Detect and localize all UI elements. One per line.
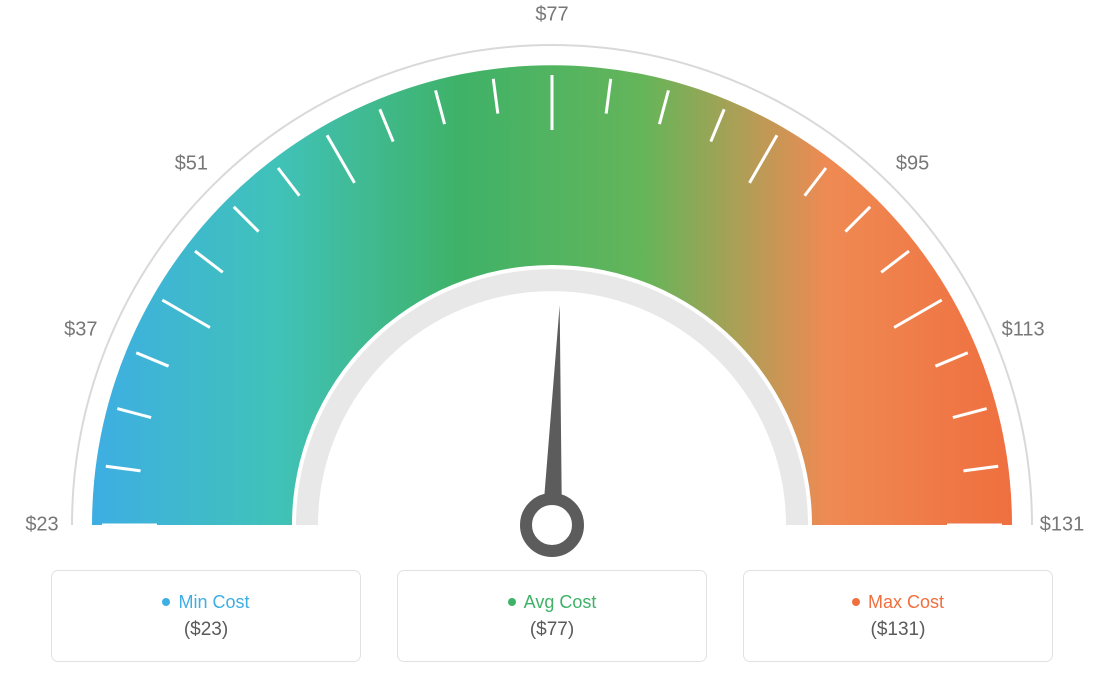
legend-min-top: Min Cost (162, 592, 249, 613)
gauge-tick-label: $37 (64, 318, 97, 341)
legend-row: Min Cost ($23) Avg Cost ($77) Max Cost (… (0, 570, 1104, 662)
gauge-svg (0, 0, 1104, 560)
gauge-tick-label: $95 (896, 153, 929, 176)
gauge-tick-label: $77 (535, 4, 568, 27)
legend-avg-label: Avg Cost (524, 592, 597, 613)
cost-gauge-chart: $23 $37 $51 $77 $95 $113 $131 (0, 0, 1104, 560)
legend-dot-avg (508, 598, 516, 606)
gauge-tick-label: $113 (1002, 318, 1045, 341)
legend-min-value: ($23) (184, 619, 228, 641)
legend-max-label: Max Cost (868, 592, 944, 613)
legend-card-max: Max Cost ($131) (743, 570, 1053, 662)
legend-max-top: Max Cost (852, 592, 944, 613)
gauge-tick-label: $51 (175, 153, 208, 176)
legend-card-min: Min Cost ($23) (51, 570, 361, 662)
legend-min-label: Min Cost (178, 592, 249, 613)
legend-max-value: ($131) (871, 619, 926, 641)
legend-dot-max (852, 598, 860, 606)
legend-avg-top: Avg Cost (508, 592, 597, 613)
legend-dot-min (162, 598, 170, 606)
gauge-tick-label: $131 (1040, 514, 1085, 537)
legend-card-avg: Avg Cost ($77) (397, 570, 707, 662)
gauge-tick-label: $23 (25, 514, 58, 537)
legend-avg-value: ($77) (530, 619, 574, 641)
